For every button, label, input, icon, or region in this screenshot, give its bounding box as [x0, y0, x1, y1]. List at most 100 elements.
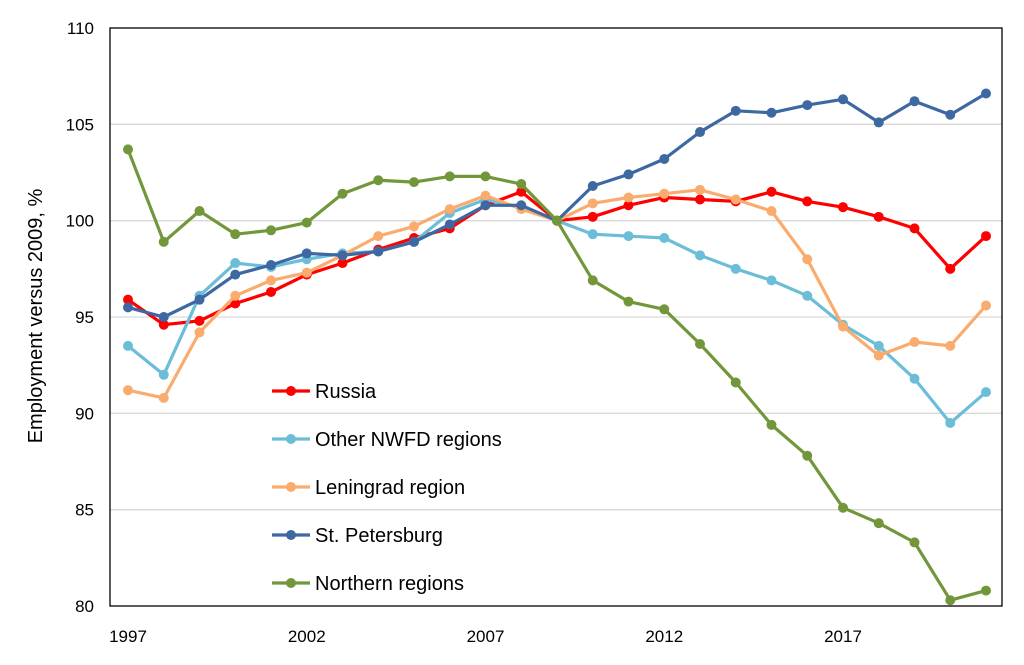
legend-item-northern-regions: Northern regions [272, 573, 464, 595]
data-point-st-petersburg-2019 [909, 96, 920, 107]
data-point-st-petersburg-2008 [516, 200, 527, 211]
gridlines [110, 123, 1002, 511]
data-point-other-nwfd-regions-2013 [695, 250, 705, 261]
data-point-northern-regions-2008 [516, 179, 527, 190]
data-point-leningrad-region-2007 [480, 190, 491, 201]
legend-item-leningrad-region: Leningrad region [272, 477, 465, 499]
legend: Russia Other NWFD regions Leningrad region… [272, 381, 502, 595]
data-point-northern-regions-2002 [301, 217, 312, 228]
data-point-leningrad-region-2005 [409, 221, 419, 232]
data-point-leningrad-region-2000 [230, 290, 241, 301]
data-point-russia-2019 [909, 223, 920, 234]
data-point-northern-regions-1998 [158, 236, 169, 247]
data-point-northern-regions-2019 [909, 537, 920, 548]
data-point-russia-2011 [623, 200, 634, 211]
series-layer [123, 88, 991, 606]
data-point-russia-2016 [802, 196, 813, 207]
data-point-northern-regions-2017 [838, 502, 848, 513]
data-point-northern-regions-2000 [230, 229, 241, 240]
data-point-russia-2020 [945, 263, 956, 274]
data-point-leningrad-region-2012 [659, 188, 670, 199]
data-point-other-nwfd-regions-2011 [623, 231, 634, 242]
data-point-other-nwfd-regions-2021 [981, 387, 991, 398]
data-point-other-nwfd-regions-2020 [945, 417, 956, 428]
data-point-st-petersburg-2016 [802, 100, 813, 111]
data-point-other-nwfd-regions-2010 [587, 229, 598, 240]
data-point-northern-regions-2015 [766, 419, 777, 430]
data-point-st-petersburg-2000 [230, 269, 241, 280]
data-point-russia-2015 [766, 186, 777, 197]
data-point-russia-1997 [123, 294, 133, 305]
data-point-leningrad-region-2015 [766, 206, 777, 217]
data-point-leningrad-region-2014 [730, 194, 741, 205]
data-point-st-petersburg-1997 [123, 302, 133, 313]
plot-frame [109, 27, 1003, 607]
data-point-leningrad-region-2006 [444, 204, 455, 215]
data-point-leningrad-region-1998 [158, 392, 169, 403]
series-russia [123, 186, 991, 330]
x-tick-label-2007: 2007 [467, 627, 505, 646]
data-point-leningrad-region-2016 [802, 254, 813, 265]
data-point-russia-2018 [873, 211, 884, 222]
data-point-russia-2003 [337, 258, 348, 269]
data-point-northern-regions-2013 [695, 338, 705, 349]
data-point-northern-regions-2006 [444, 171, 455, 182]
data-point-other-nwfd-regions-2018 [873, 340, 884, 351]
data-point-st-petersburg-2014 [730, 105, 741, 116]
legend-item-other-nwfd-regions: Other NWFD regions [272, 429, 502, 451]
data-point-northern-regions-2012 [659, 304, 670, 315]
data-point-leningrad-region-2002 [301, 267, 312, 278]
data-point-leningrad-region-2020 [945, 340, 956, 351]
y-tick-label-105: 105 [66, 115, 94, 134]
data-point-leningrad-region-2019 [909, 337, 920, 348]
data-point-st-petersburg-2010 [587, 180, 598, 191]
legend-label-other-nwfd-regions: Other NWFD regions [315, 429, 502, 451]
legend-label-russia: Russia [315, 381, 377, 403]
data-point-northern-regions-2004 [373, 175, 384, 186]
data-point-other-nwfd-regions-2016 [802, 290, 813, 301]
data-point-leningrad-region-2001 [266, 275, 276, 286]
y-tick-label-90: 90 [75, 404, 94, 423]
data-point-leningrad-region-2021 [981, 300, 991, 311]
legend-label-northern-regions: Northern regions [315, 573, 464, 595]
legend-marker-other-nwfd-regions [286, 434, 296, 444]
plot-area-border [109, 27, 1003, 607]
data-point-st-petersburg-2004 [373, 246, 384, 257]
data-point-st-petersburg-2007 [480, 200, 491, 211]
data-point-other-nwfd-regions-2019 [909, 373, 920, 384]
series-line-russia [126, 190, 988, 327]
data-point-st-petersburg-2006 [444, 219, 455, 230]
y-tick-label-110: 110 [67, 19, 94, 38]
data-point-northern-regions-2011 [623, 296, 634, 307]
data-point-st-petersburg-2011 [623, 169, 634, 180]
data-point-st-petersburg-2002 [301, 248, 312, 259]
data-point-russia-2013 [695, 194, 705, 205]
data-point-russia-2010 [587, 211, 598, 222]
data-point-northern-regions-2009 [552, 215, 562, 226]
legend-marker-st-petersburg [286, 530, 296, 540]
data-point-northern-regions-2018 [873, 518, 884, 529]
legend-item-russia: Russia [272, 381, 377, 403]
data-point-st-petersburg-2021 [981, 88, 991, 99]
x-axis-ticks: 1997 2002 2007 2012 2017 [109, 627, 862, 646]
data-point-northern-regions-2021 [981, 585, 991, 596]
legend-marker-northern-regions [286, 578, 296, 588]
data-point-leningrad-region-1999 [194, 327, 205, 338]
data-point-st-petersburg-2001 [266, 259, 276, 270]
series-other-nwfd-regions [123, 194, 991, 428]
data-point-other-nwfd-regions-1998 [158, 369, 169, 380]
data-point-st-petersburg-2003 [337, 250, 348, 261]
data-point-other-nwfd-regions-2012 [659, 233, 670, 244]
data-point-leningrad-region-2013 [695, 184, 705, 195]
y-tick-label-95: 95 [75, 308, 94, 327]
data-point-russia-1999 [194, 315, 205, 326]
y-axis-ticks: 80 85 90 95 100 105 110 [66, 19, 94, 616]
data-point-st-petersburg-2018 [873, 117, 884, 128]
data-point-st-petersburg-1999 [194, 294, 205, 305]
x-tick-label-2012: 2012 [645, 627, 683, 646]
data-point-northern-regions-1999 [194, 206, 205, 217]
data-point-st-petersburg-2005 [409, 236, 419, 247]
data-point-northern-regions-2001 [266, 225, 276, 236]
y-tick-label-85: 85 [75, 501, 94, 520]
